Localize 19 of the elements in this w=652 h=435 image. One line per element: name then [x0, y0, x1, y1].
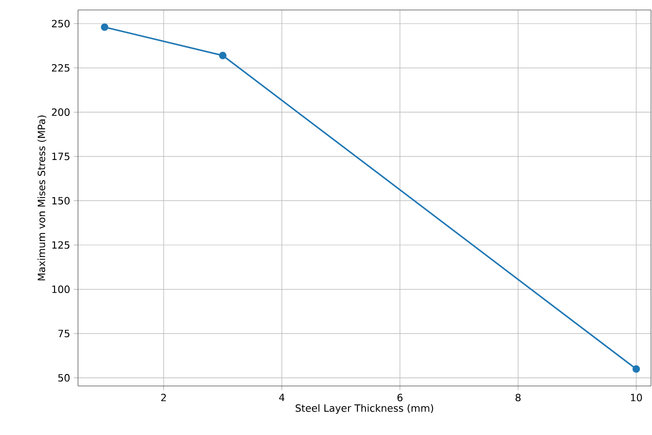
y-tick-label: 150: [52, 196, 70, 204]
y-tick-label: 175: [52, 152, 70, 160]
x-tick-label: 4: [279, 394, 284, 402]
y-tick-label: 250: [52, 20, 70, 28]
y-tick-label: 225: [52, 64, 70, 72]
y-tick-label: 100: [52, 286, 70, 294]
y-axis-title: Maximum von Mises Stress (MPa): [37, 116, 46, 280]
point: [218, 52, 226, 60]
y-tick-label: 50: [58, 374, 70, 382]
point: [100, 23, 108, 31]
y-tick-label: 125: [52, 241, 70, 249]
x-tick-label: 8: [516, 394, 521, 402]
y-tick-label: 200: [52, 108, 70, 116]
x-tick-label: 6: [397, 394, 402, 402]
y-tick-label: 75: [58, 330, 70, 338]
point: [632, 365, 640, 373]
x-tick-label: 10: [630, 394, 642, 402]
x-axis-title: Steel Layer Thickness (mm): [296, 404, 434, 414]
x-tick-label: 2: [161, 394, 166, 402]
